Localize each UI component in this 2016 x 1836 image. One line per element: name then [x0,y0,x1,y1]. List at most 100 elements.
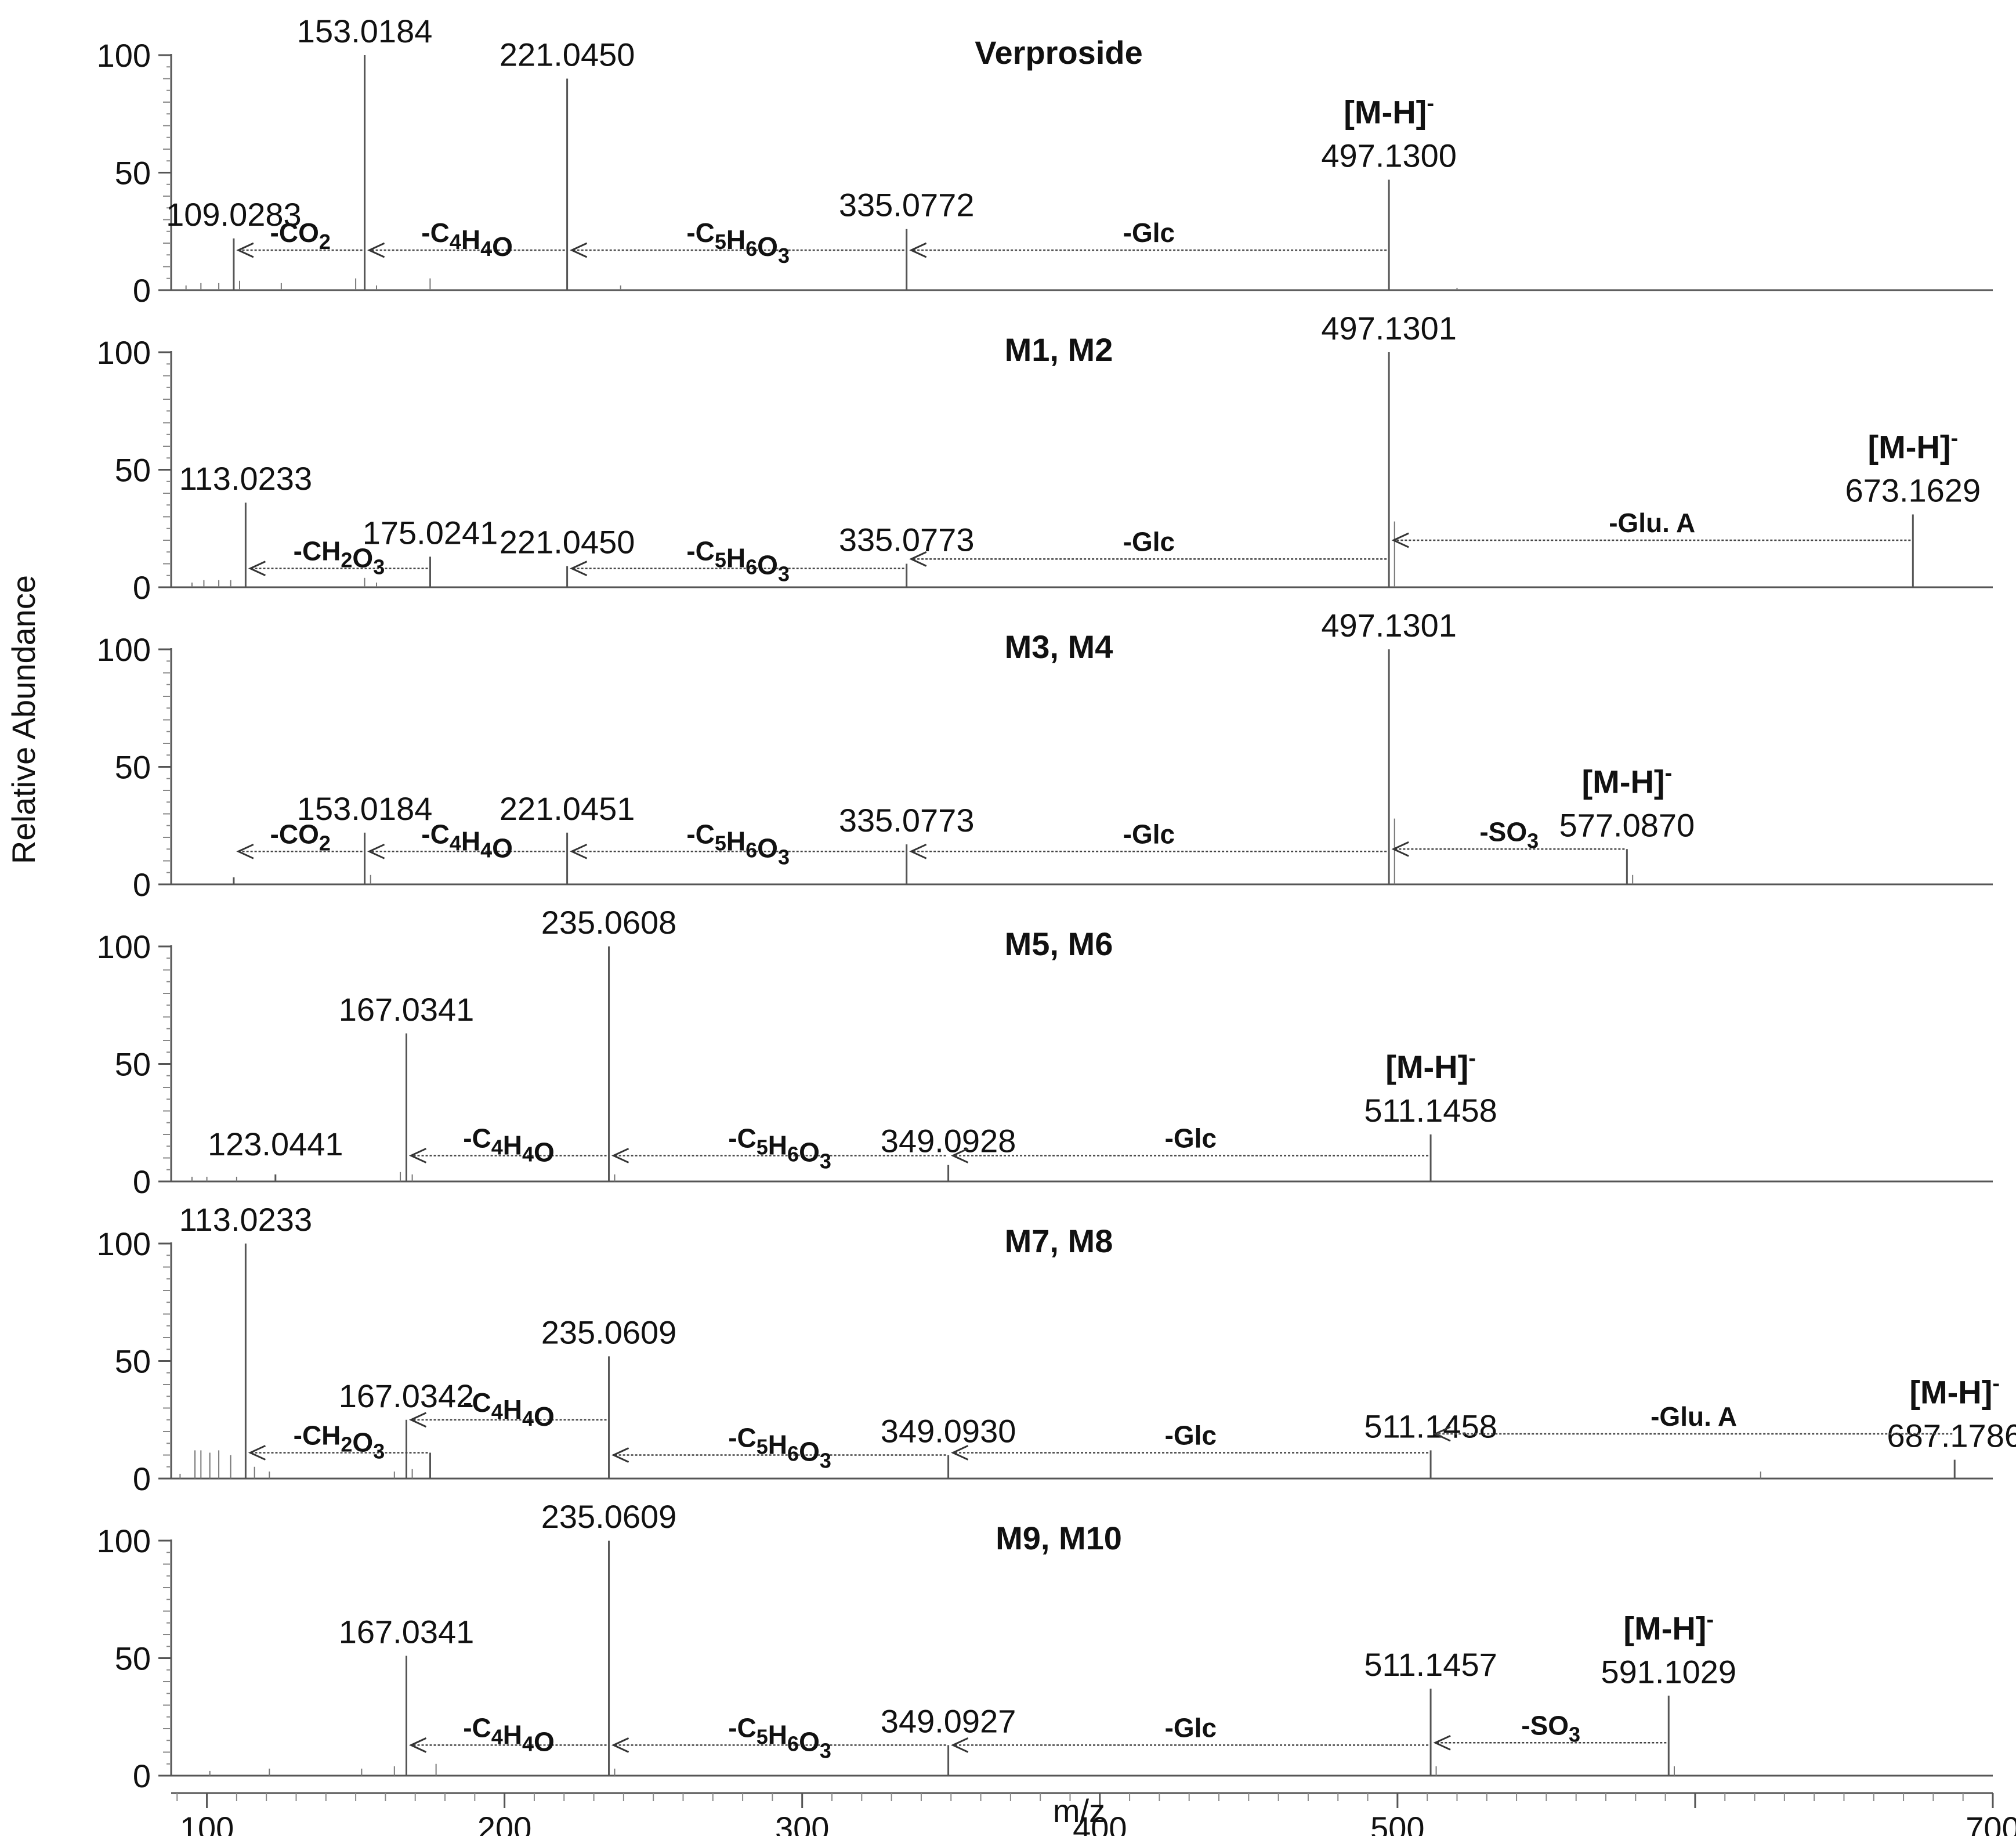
panel-title: M7, M8 [1005,1223,1113,1259]
neutral-loss-label: -C4H4O [463,1712,555,1757]
peak-label: 167.0341 [339,1613,475,1650]
x-tick-label: 500 [1370,1810,1424,1836]
x-axis: 100 200 300 400 500 700 [171,1792,2016,1836]
peak-label: 167.0341 [339,991,475,1028]
peak-label: 511.1457 [1364,1646,1497,1683]
arrow-head [1391,532,1409,548]
neutral-loss-label: -C5H6O3 [728,1423,831,1473]
peak-label: 235.0609 [541,1498,677,1535]
peak-label: 673.1629 [1845,472,1981,508]
arrow-head [1391,841,1409,857]
peak-label: 335.0772 [839,187,975,223]
neutral-loss-label: -SO3 [1521,1710,1580,1746]
peak-label: 497.1301 [1321,310,1457,346]
arrow-head [236,242,254,258]
y-tick-label: 100 [97,334,151,371]
spectrum-panel-3: 0 50 100 153.0184 221.0451 335.0773 497.1301 57… [97,607,1993,903]
y-tick-label: 100 [97,1226,151,1262]
y-tick-label: 100 [97,37,151,74]
precursor-ion-label: [M-H]- [1385,1046,1476,1085]
peak-label: 221.0450 [500,37,635,73]
peak-label: 349.0930 [881,1413,1016,1450]
precursor-ion-label: [M-H]- [1867,426,1958,465]
arrow-head [367,843,385,859]
spectrum-panel-1: 0 50 100 109.0283 153.0184 221.0450 335.0772 49… [97,13,1993,309]
arrow-head [236,843,254,859]
neutral-loss-label: -C4H4O [463,1387,555,1432]
arrow-head [248,561,266,576]
panel-title: M5, M6 [1005,926,1113,962]
y-tick-label: 0 [133,272,151,309]
y-tick-label: 0 [133,569,151,606]
y-tick-label: 100 [97,1523,151,1559]
peak-label: 335.0773 [839,802,975,839]
neutral-loss-label: -Glc [1165,1712,1217,1743]
x-tick-label: 700 [1966,1810,2016,1836]
neutral-loss-label: -C4H4O [421,819,513,863]
arrow-head [367,242,385,258]
y-tick-label: 50 [115,749,151,786]
peak-label: 153.0184 [297,13,433,49]
x-axis-title: m/z [1053,1792,1105,1829]
neutral-loss-label: -C5H6O3 [728,1123,831,1173]
arrow-head [909,242,927,258]
neutral-loss-label: -C5H6O3 [686,819,790,869]
peak-label: 153.0184 [297,790,433,827]
spectrum-panel-2: 0 50 100 113.0233 175.0241 221.0450 335.0773 49… [97,310,1993,606]
neutral-loss-label: -CH2O3 [294,1420,385,1463]
arrow-head [1433,1734,1451,1751]
y-tick-label: 50 [115,452,151,489]
neutral-loss-label: -C5H6O3 [728,1712,831,1762]
arrow-head [611,1447,629,1463]
peak-label: 335.0773 [839,522,975,558]
peak-label: 113.0233 [179,460,312,497]
neutral-loss-label: -SO3 [1479,816,1539,852]
arrow-head [408,1412,427,1428]
y-tick-label: 0 [133,1461,151,1497]
arrow-head [408,1148,427,1163]
arrow-head [570,561,588,576]
peak-label: 167.0342 [339,1378,475,1414]
peak-label: 349.0927 [881,1703,1016,1739]
neutral-loss-label: -C4H4O [463,1123,555,1167]
neutral-loss-label: -Glc [1123,819,1175,849]
neutral-loss-label: -CO2 [270,819,331,855]
x-tick-label: 100 [180,1810,234,1836]
peak-label: 221.0450 [500,524,635,561]
neutral-loss-label: -Glc [1123,526,1175,556]
peak-label: 497.1300 [1321,138,1457,174]
precursor-ion-label: [M-H]- [1909,1372,2000,1411]
arrow-head [408,1737,427,1753]
neutral-loss-label: -Glc [1165,1420,1217,1450]
peak-label: 349.0928 [881,1123,1016,1159]
neutral-loss-label: -Glc [1165,1123,1217,1153]
peak-label: 591.1029 [1601,1653,1736,1690]
y-tick-label: 50 [115,1343,151,1380]
neutral-loss-label: -CO2 [270,218,331,254]
peak-label: 235.0608 [541,904,677,941]
x-tick-label: 400 [1073,1810,1127,1836]
arrow-head [951,1445,969,1461]
panel-title: M3, M4 [1005,628,1113,665]
spectrum-panel-4: 0 50 100 123.0441 167.0341 235.0608 349.0928 51… [97,904,1993,1200]
y-tick-label: 0 [133,1163,151,1200]
spectrum-panel-6: 0 50 100 167.0341 235.0609 349.0927 511.1457 59… [97,1498,1993,1794]
peak-label: 175.0241 [363,514,498,551]
arrow-head [951,1737,969,1753]
panel-title: Verproside [975,34,1142,71]
neutral-loss-label: -C5H6O3 [686,536,790,586]
neutral-loss-label: -C5H6O3 [686,218,790,268]
peak-label: 221.0451 [500,790,635,827]
neutral-loss-label: -C4H4O [421,218,513,262]
peak-label: 113.0233 [179,1201,312,1238]
y-tick-label: 50 [115,1046,151,1083]
peak-label: 235.0609 [541,1314,677,1350]
arrow-head [570,242,588,258]
arrow-head [951,1148,969,1163]
panel-title: M1, M2 [1005,331,1113,368]
spectrum-panel-5: 0 50 100 113.0233 167.0342 235.0609 349.0930 51… [97,1201,2016,1497]
arrow-head [909,843,927,859]
y-tick-label: 100 [97,928,151,965]
arrow-head [1433,1426,1451,1442]
